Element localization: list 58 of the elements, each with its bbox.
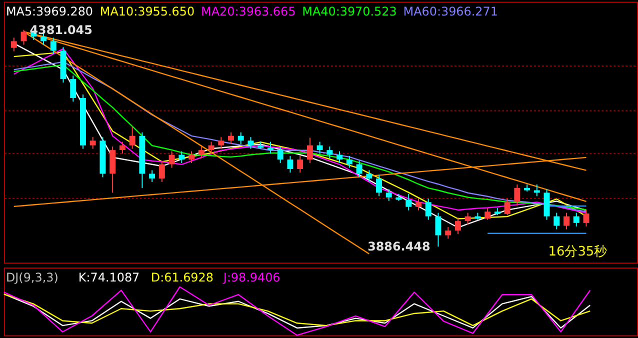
candlestick [178, 150, 185, 164]
candlestick [336, 150, 343, 164]
candlestick [306, 137, 313, 164]
candlestick [20, 29, 27, 46]
annotation: 3886.448 [368, 240, 430, 254]
candlestick [464, 212, 471, 226]
candlestick [50, 37, 56, 55]
candlestick [110, 146, 116, 194]
candlestick [435, 212, 442, 248]
text: MA60:3966.271 [403, 4, 498, 19]
candlestick [454, 217, 461, 235]
annotation: 16分35秒 [548, 244, 608, 260]
candlestick [238, 132, 244, 145]
series-label: D:61.6928 [150, 270, 214, 284]
candlestick [287, 156, 294, 173]
series-label: K:74.1087 [78, 270, 140, 284]
candlestick [248, 136, 254, 150]
chart-title: DJ(9,3,3) [6, 270, 58, 284]
candlestick [425, 198, 432, 220]
candlestick [583, 209, 590, 227]
candlestick [504, 198, 510, 216]
candlestick [198, 146, 204, 159]
candlestick [70, 75, 76, 102]
candlestick [188, 150, 195, 164]
candlestick [149, 170, 156, 182]
candlestick [573, 212, 580, 227]
candlestick [10, 37, 17, 52]
candlestick [267, 141, 274, 154]
series-label: J:98.9406 [222, 270, 280, 284]
text: MA5:3969.280 [6, 4, 94, 19]
candlestick [445, 226, 452, 240]
annotation: 4381.045 [30, 22, 92, 37]
candlestick [129, 126, 136, 150]
candlestick [514, 184, 520, 206]
candlestick [366, 170, 372, 182]
candlestick [218, 136, 224, 150]
candlestick [484, 208, 491, 220]
candlestick [415, 198, 422, 211]
candlestick [316, 141, 323, 154]
candlestick [326, 146, 333, 159]
candlestick [544, 188, 550, 220]
candlestick [277, 146, 284, 164]
candlestick [168, 150, 175, 168]
candlestick [119, 141, 126, 154]
candlestick [564, 212, 570, 230]
candlestick [228, 132, 234, 145]
candlestick [346, 156, 352, 168]
candlestick [158, 160, 165, 182]
candlestick [90, 136, 96, 150]
text: MA40:3970.523 [302, 4, 397, 19]
text: MA20:3963.665 [201, 4, 296, 19]
candlestick [386, 188, 392, 202]
candlestick [356, 160, 362, 178]
text: MA10:3955.650 [100, 4, 195, 19]
candlestick [554, 212, 560, 230]
candlestick [376, 174, 382, 197]
candlestick [406, 193, 412, 211]
candlestick [297, 156, 304, 173]
